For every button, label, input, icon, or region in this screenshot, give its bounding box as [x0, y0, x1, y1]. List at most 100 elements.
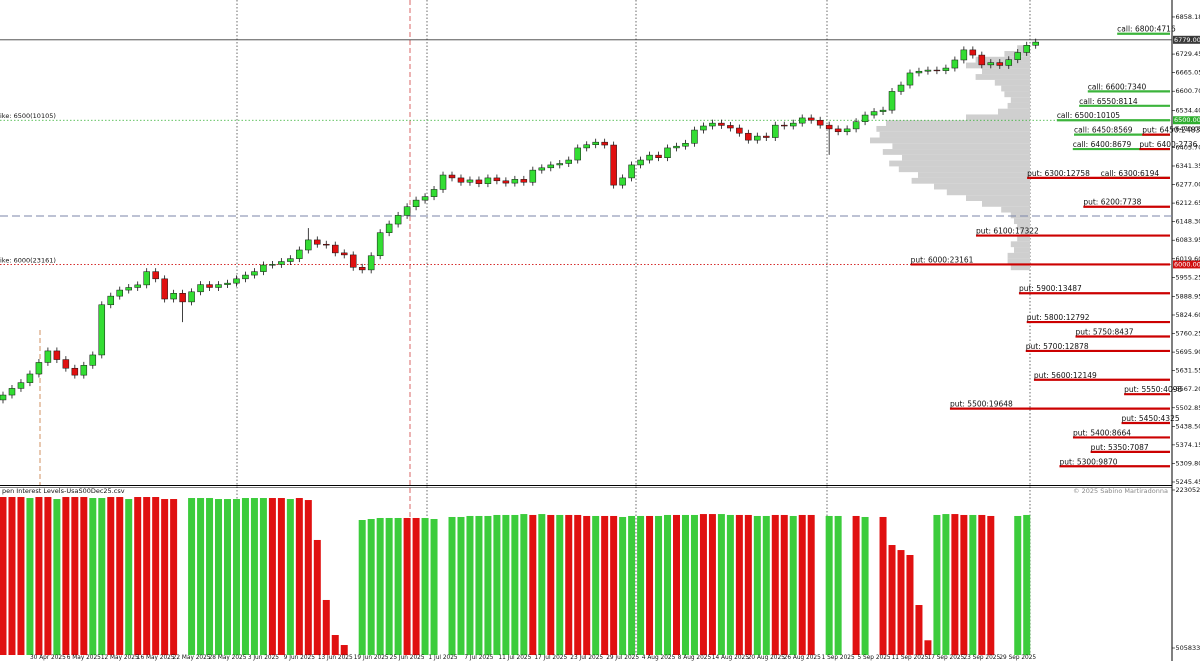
oi-bar [924, 640, 932, 655]
candle-body [188, 291, 195, 303]
candle-body [942, 67, 950, 71]
oi-bar [726, 514, 734, 655]
x-tick-label: 29 Sep 2025 [999, 655, 1036, 661]
oi-bar [304, 500, 312, 655]
level-label: put: 5500:19648 [950, 400, 1013, 409]
oi-bar [412, 517, 420, 655]
oi-bar [520, 514, 528, 655]
profile-bar [982, 68, 1030, 75]
profile-bar [1010, 264, 1030, 271]
candle-body [170, 292, 177, 300]
candle-body [224, 282, 231, 285]
profile-bar [975, 56, 1030, 63]
candle-body [116, 289, 123, 297]
oi-bar [268, 498, 276, 655]
candle-body [520, 179, 528, 183]
x-tick-label: 12 May 2025 [101, 655, 139, 661]
oi-bar [807, 514, 815, 655]
candle-body [80, 365, 88, 376]
price-label: 6500.00 [1174, 116, 1200, 124]
oi-bar [35, 497, 43, 655]
candle-body [358, 267, 366, 271]
oi-bar [879, 516, 887, 655]
oi-bar [188, 498, 196, 655]
oi-bar [744, 514, 752, 655]
oi-bar [71, 497, 79, 655]
candle-body [215, 284, 222, 288]
oi-bar [502, 514, 510, 655]
oi-bar [224, 499, 231, 655]
profile-bar [879, 131, 1030, 138]
x-tick-label: 17 Sep 2025 [928, 655, 965, 661]
candle-body [781, 124, 788, 127]
level-label: call: 6800:4716 [1117, 25, 1176, 34]
candle-body [897, 84, 905, 92]
oi-bar [26, 498, 34, 655]
price-label: 6779.00 [1174, 36, 1200, 44]
oi-bar [574, 514, 582, 655]
profile-bar [982, 200, 1030, 207]
profile-bar [975, 74, 1030, 80]
oi-bar [475, 515, 483, 655]
candle-body [340, 252, 348, 256]
candle-body [305, 239, 312, 251]
candle-body [152, 271, 159, 280]
oi-bar [834, 515, 842, 655]
candle-body [843, 128, 851, 133]
oi-bar [664, 514, 672, 655]
oi-bar [358, 520, 366, 655]
level-label: call: 6300:6194 [1101, 169, 1160, 178]
copyright: © 2025 Sabino Martiradonna [1073, 487, 1168, 495]
candle-body [691, 129, 698, 144]
x-tick-label: 22 May 2025 [173, 655, 211, 661]
candle-body [888, 91, 896, 111]
oi-bar [80, 497, 88, 655]
candle-body [879, 109, 887, 112]
candle-body [924, 69, 932, 72]
oi-bar [681, 514, 689, 655]
candle-body [969, 49, 977, 56]
level-left-label: ike: 6000(23161) [0, 256, 56, 264]
candle-body [592, 141, 599, 146]
level-label: put: 5700:12878 [1026, 342, 1089, 351]
oi-bar [825, 515, 833, 655]
candle-body [682, 143, 689, 147]
oi-bar [897, 550, 905, 655]
oi-bar [134, 497, 142, 655]
x-tick-label: 23 Sep 2025 [963, 655, 1000, 661]
oi-bar [511, 514, 519, 655]
candle-body [62, 359, 70, 369]
oi-bar [646, 515, 654, 655]
profile-bar [966, 114, 1030, 121]
candle-body [332, 244, 339, 254]
candle-body [727, 125, 734, 129]
oi-bar [762, 515, 770, 655]
candle-body [978, 54, 986, 66]
oi-bar [367, 518, 375, 655]
profile-bar [1017, 224, 1030, 230]
candle-body [718, 122, 725, 126]
oi-bar [529, 514, 537, 655]
candle-body [754, 135, 761, 141]
candle-body [457, 177, 465, 183]
candle-body [53, 350, 61, 360]
candle-body [1005, 59, 1013, 66]
candle-body [403, 206, 411, 216]
oi-bar [735, 514, 743, 655]
profile-bar [1010, 212, 1030, 219]
oi-bar [592, 515, 600, 655]
y-tick-label: 2230528 [1176, 486, 1200, 494]
candle-body [987, 62, 995, 66]
candle-body [861, 114, 869, 122]
oi-bar [771, 514, 779, 655]
candle-body [763, 135, 770, 138]
x-tick-label: 17 Jul 2025 [534, 655, 567, 661]
x-tick-label: 13 Jun 2025 [318, 655, 353, 661]
candle-body [583, 144, 590, 149]
oi-bar [376, 517, 384, 655]
y-tick-label: 5888.95 [1176, 292, 1200, 300]
candle-body [637, 159, 644, 166]
oi-bar [915, 605, 923, 655]
level-label: put: 5550:4098 [1124, 385, 1182, 394]
